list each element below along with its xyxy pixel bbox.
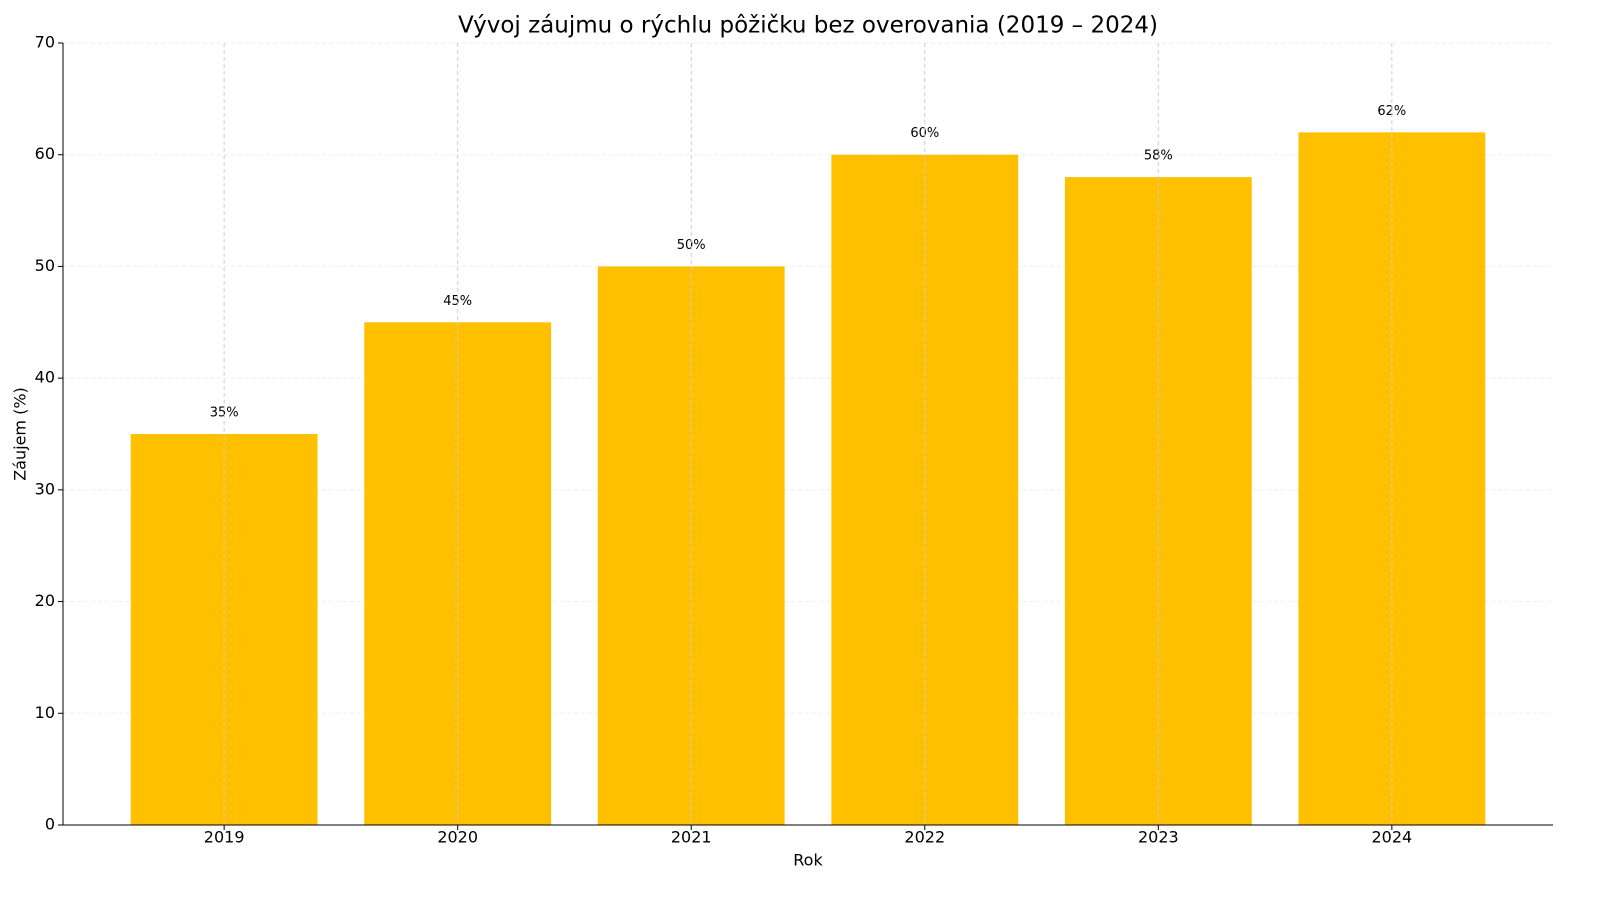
x-tick-label: 2019 xyxy=(204,828,245,847)
bar xyxy=(364,322,552,825)
y-tick-label: 40 xyxy=(35,368,55,387)
x-tick-label: 2021 xyxy=(671,828,712,847)
value-label: 62% xyxy=(1377,104,1406,119)
x-axis-label: Rok xyxy=(793,851,823,870)
value-label: 45% xyxy=(443,294,472,309)
y-tick-label: 20 xyxy=(35,591,55,610)
x-tick-label: 2020 xyxy=(437,828,478,847)
y-tick-label: 70 xyxy=(35,33,55,52)
y-tick-label: 30 xyxy=(35,479,55,498)
x-tick-label: 2023 xyxy=(1138,828,1179,847)
y-axis-label: Záujem (%) xyxy=(11,387,30,481)
bar xyxy=(597,266,785,825)
y-tick-label: 0 xyxy=(45,815,55,834)
bar xyxy=(831,154,1019,825)
y-tick-label: 50 xyxy=(35,256,55,275)
value-label: 35% xyxy=(210,406,239,421)
value-label: 50% xyxy=(677,238,706,253)
x-tick-label: 2024 xyxy=(1371,828,1412,847)
value-label: 60% xyxy=(910,126,939,141)
y-tick-label: 60 xyxy=(35,144,55,163)
y-tick-label: 10 xyxy=(35,703,55,722)
chart-title: Vývoj záujmu o rýchlu pôžičku bez overov… xyxy=(458,13,1158,39)
x-tick-label: 2022 xyxy=(904,828,945,847)
